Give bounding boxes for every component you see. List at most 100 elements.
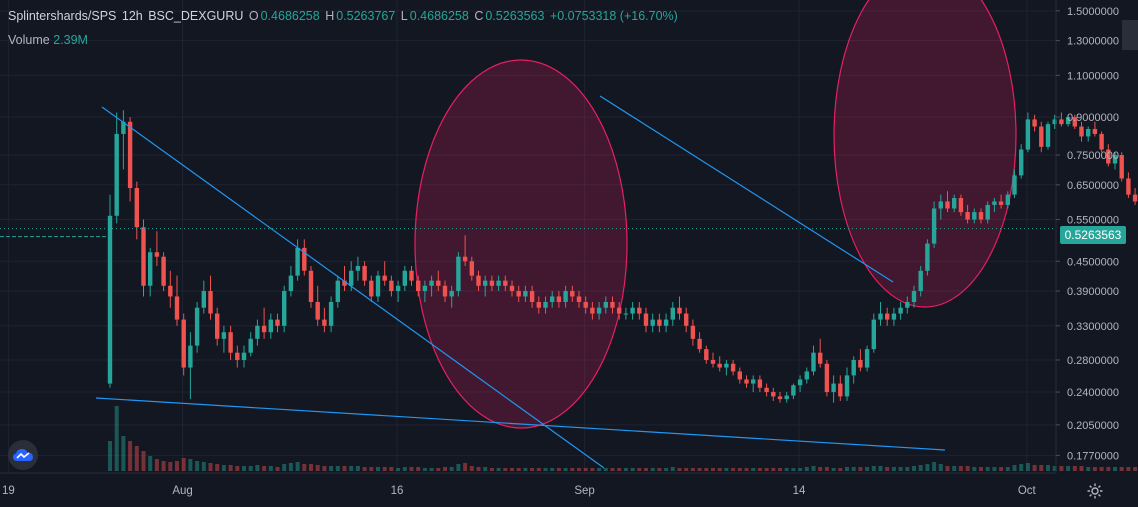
volume-bar (865, 467, 870, 471)
volume-bar (523, 468, 528, 471)
candle-body (570, 291, 575, 297)
volume-bar (322, 466, 327, 471)
price-tick-label: 0.3900000 (1067, 286, 1119, 298)
time-tick-label: 14 (793, 485, 806, 497)
candle-body (710, 359, 716, 364)
candle (422, 280, 428, 303)
candle (771, 387, 776, 401)
ellipse-drawing[interactable] (833, 0, 1017, 308)
volume-bar (469, 466, 474, 471)
volume-bar (349, 466, 354, 471)
volume-bar (1106, 467, 1111, 471)
candle-body (308, 270, 314, 303)
trend-line[interactable] (95, 397, 946, 451)
volume-bar (958, 466, 963, 471)
volume-bar (838, 468, 843, 471)
candle-body (730, 363, 736, 372)
candle-body (744, 379, 749, 384)
candle (710, 352, 716, 368)
candle-body (1099, 133, 1104, 150)
exchange[interactable]: BSC_DEXGURU (148, 9, 244, 23)
candle (918, 265, 923, 297)
candle (938, 194, 943, 220)
price-axis[interactable]: 1.5000000 1.3000000 1.1000000 0.9000000 0.75… (1055, 0, 1119, 473)
candle-body (1005, 194, 1010, 205)
volume-bar (784, 468, 789, 471)
candle (174, 275, 180, 326)
candle-body (503, 280, 508, 286)
trend-line[interactable] (599, 95, 894, 283)
gear-icon[interactable] (1086, 482, 1104, 500)
interval[interactable]: 12h (121, 9, 143, 23)
candle-body (737, 371, 742, 380)
candle-body (650, 319, 655, 326)
tradingview-cloud-icon[interactable] (8, 440, 38, 470)
candle-body (844, 375, 850, 397)
volume-bar (1086, 467, 1091, 471)
volume-bar (1032, 465, 1037, 471)
volume-bar (684, 468, 689, 471)
volume-bar (925, 464, 930, 471)
candle-body (442, 285, 448, 297)
volume-bar (563, 468, 568, 471)
candle-body (1019, 149, 1024, 176)
ellipse-drawing[interactable] (414, 59, 628, 429)
scale-mode-button[interactable] (1122, 20, 1138, 50)
candle (878, 302, 883, 326)
candle-body (891, 313, 897, 320)
candle-body (1032, 119, 1037, 127)
candle (804, 367, 809, 384)
candle (308, 265, 314, 308)
candle-body (630, 307, 635, 314)
candle (402, 265, 407, 292)
volume-bar (764, 468, 769, 471)
candle-body (161, 256, 166, 286)
candle-body (563, 291, 568, 303)
trend-line[interactable] (101, 106, 605, 469)
candle-body (670, 307, 675, 320)
candle (181, 313, 186, 376)
volume-bar (724, 468, 729, 471)
candle (127, 117, 133, 202)
candle (342, 265, 347, 292)
volume-bar (771, 468, 776, 471)
candle-body (215, 313, 220, 339)
candle-body (395, 285, 401, 292)
volume-bar (597, 468, 602, 471)
candle-body (677, 307, 682, 314)
price-tick-label: 0.4500000 (1067, 256, 1119, 268)
volume-bar (550, 468, 555, 471)
candle (972, 208, 977, 224)
candle (489, 275, 495, 292)
volume-bar (154, 459, 159, 471)
candle-body (121, 121, 126, 134)
time-axis[interactable]: 19Aug16Sep14Oct18Nov15Dec20 (0, 472, 1138, 497)
candle (148, 247, 153, 297)
candle-body (811, 352, 816, 372)
candle (643, 307, 649, 333)
candle-body (302, 247, 307, 271)
candle (550, 291, 555, 308)
candle-body (1079, 126, 1084, 137)
candle (556, 291, 562, 308)
volume-bar (556, 468, 561, 471)
candle (697, 332, 702, 353)
candle (891, 307, 897, 326)
candle-body (643, 313, 649, 326)
volume-bar (141, 451, 146, 471)
volume-bar (677, 468, 682, 471)
candle (1012, 169, 1017, 198)
trendline-layer[interactable] (0, 95, 1056, 469)
volume-bar (235, 466, 240, 471)
symbol-name[interactable]: Splintershards/SPS (8, 9, 117, 23)
candle-body (878, 313, 883, 320)
volume-bar (181, 458, 186, 471)
candle-body (208, 291, 213, 314)
drawing-layer[interactable] (414, 0, 1017, 429)
candle-body (436, 280, 441, 286)
candle (657, 313, 662, 333)
candle (663, 313, 669, 333)
